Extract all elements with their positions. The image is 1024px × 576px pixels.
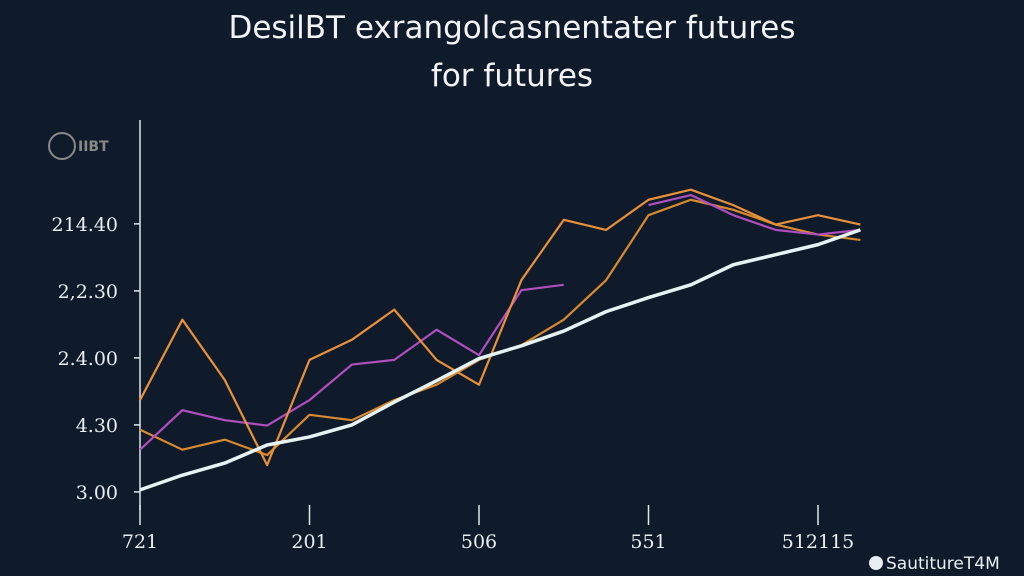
y-tick-label: 2.4.00 bbox=[58, 348, 118, 370]
watermark-icon bbox=[869, 556, 883, 570]
chart-title: DesilBT exrangolcasnentater futures bbox=[228, 10, 795, 46]
x-tick-label: 512115 bbox=[782, 531, 855, 553]
x-tick-label: 551 bbox=[630, 531, 666, 553]
x-tick-label: 201 bbox=[291, 531, 327, 553]
y-tick-label: 3.00 bbox=[76, 482, 118, 504]
series-line bbox=[139, 188, 861, 467]
y-tick-label: 214.40 bbox=[52, 214, 118, 236]
watermark: SautitureT4M bbox=[886, 554, 1000, 574]
y-tick-label: 4.30 bbox=[76, 415, 118, 437]
series-line bbox=[139, 283, 564, 451]
chart-subtitle: for futures bbox=[431, 58, 593, 94]
series-line bbox=[648, 193, 861, 236]
x-tick-label: 506 bbox=[461, 531, 497, 553]
logo-text: IIBT bbox=[78, 139, 109, 155]
y-tick-label: 2,2.30 bbox=[58, 281, 118, 303]
logo-icon bbox=[48, 132, 76, 160]
x-tick-label: 721 bbox=[122, 531, 158, 553]
series-line bbox=[139, 228, 861, 492]
